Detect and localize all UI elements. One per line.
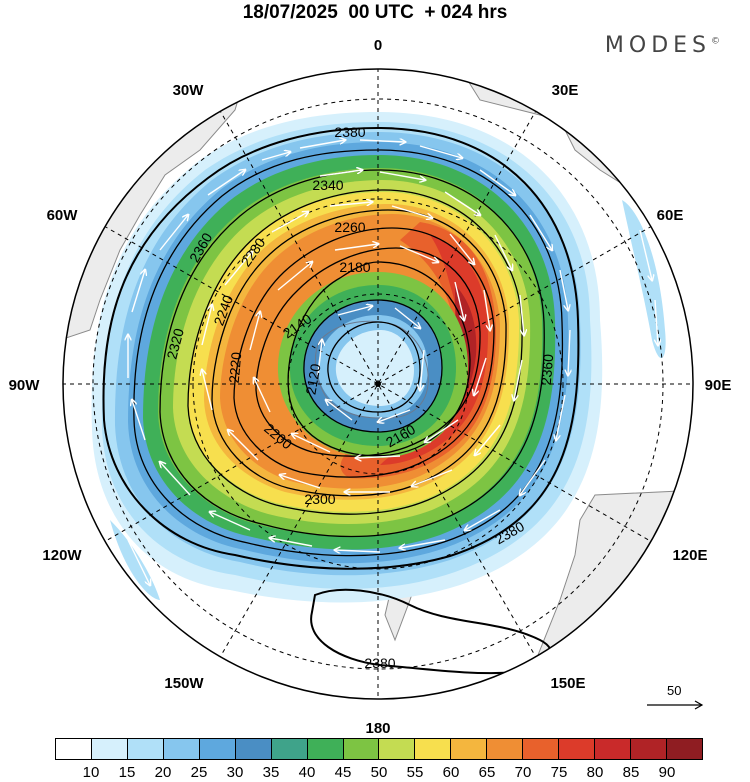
map-rim: [62, 68, 694, 700]
contour-label: 2340: [312, 177, 343, 193]
patch-east: [622, 200, 666, 359]
colorbar-swatch: [379, 739, 416, 759]
colorbar-swatch: [56, 739, 92, 759]
height-contours: [102, 126, 580, 675]
inner-band-15: [335, 330, 414, 406]
brand-logo: MODES©: [605, 33, 720, 58]
contour-label: 2120: [302, 362, 323, 396]
colorbar-swatch: [487, 739, 524, 759]
reference-vector: 50: [645, 683, 705, 713]
colorbar-tick-label: 85: [622, 764, 640, 781]
colorbar: [55, 738, 703, 760]
colorbar-swatch: [523, 739, 560, 759]
colorbar-tick-label: 70: [514, 764, 532, 781]
colorbar-tick-label: 10: [82, 764, 100, 781]
colorbar-tick-label: 75: [550, 764, 568, 781]
colorbar-tick-label: 55: [406, 764, 424, 781]
contour-label: 2300: [304, 491, 335, 507]
wind-vectors: [128, 140, 658, 585]
colorbar-tick-label: 45: [334, 764, 352, 781]
lon-label-30w: 30W: [173, 82, 205, 99]
lon-label-60e: 60E: [657, 207, 684, 224]
colorbar-swatch: [163, 739, 200, 759]
colorbar-tick-label: 30: [226, 764, 244, 781]
colorbar-swatch: [199, 739, 236, 759]
colorbar-tick-label: 15: [118, 764, 136, 781]
lon-label-120w: 120W: [42, 547, 82, 564]
colorbar-tick-label: 60: [442, 764, 460, 781]
longitude-labels: 0 30E 60E 90E 120E 150E 180 150W 120W 90…: [9, 37, 732, 735]
colorbar-swatch: [666, 739, 702, 759]
lon-label-90w: 90W: [9, 377, 41, 394]
colorbar-tick-label: 40: [298, 764, 316, 781]
colorbar-swatch: [271, 739, 308, 759]
colorbar-swatch: [307, 739, 344, 759]
colorbar-tick-label: 65: [478, 764, 496, 781]
map-title: 18/07/2025 00 UTC + 024 hrs: [242, 2, 508, 23]
colorbar-swatch: [595, 739, 631, 759]
copyright-mark: ©: [711, 36, 720, 47]
reference-vector-label: 50: [667, 683, 682, 698]
contour-label: 2220: [226, 351, 245, 384]
lon-label-30e: 30E: [552, 82, 579, 99]
map-disc: 2380 2340 2360 2260 2280 2180 2240 2320 …: [63, 69, 693, 699]
colorbar-swatch: [91, 739, 128, 759]
colorbar-tick-label: 90: [658, 764, 676, 781]
contour-label: 2320: [163, 326, 187, 360]
colorbar-swatch: [631, 739, 667, 759]
lon-label-60w: 60W: [47, 207, 79, 224]
south-pole-marker: [375, 381, 381, 387]
colorbar-swatch: [415, 739, 452, 759]
colorbar-tick-label: 35: [262, 764, 280, 781]
colorbar-tick-label: 50: [370, 764, 388, 781]
contour-label: 2380: [334, 124, 365, 140]
colorbar-swatch: [559, 739, 596, 759]
colorbar-tick-label: 20: [154, 764, 172, 781]
lon-label-150w: 150W: [164, 675, 204, 692]
colorbar-swatch: [127, 739, 164, 759]
contour-label: 2380: [364, 655, 395, 671]
colorbar-swatch: [343, 739, 380, 759]
contour-label: 2360: [538, 353, 557, 386]
lon-label-180: 180: [365, 720, 390, 735]
colorbar-swatch: [235, 739, 272, 759]
polar-map: 2380 2340 2360 2260 2280 2180 2240 2320 …: [9, 37, 732, 735]
colorbar-ticks: 10 15 20 25 30 35 40 45 50 55 60 65 70 75 80 85 90: [55, 764, 703, 782]
lon-label-120e: 120E: [672, 547, 707, 564]
lon-label-90e: 90E: [705, 377, 732, 394]
contour-label: 2260: [334, 219, 365, 235]
colorbar-tick-label: 80: [586, 764, 604, 781]
colorbar-tick-label: 25: [190, 764, 208, 781]
colorbar-swatch: [451, 739, 488, 759]
lon-label-0: 0: [374, 37, 382, 54]
contour-label: 2180: [339, 259, 370, 275]
lon-label-150e: 150E: [550, 675, 585, 692]
brand-name: MODES: [604, 33, 711, 58]
